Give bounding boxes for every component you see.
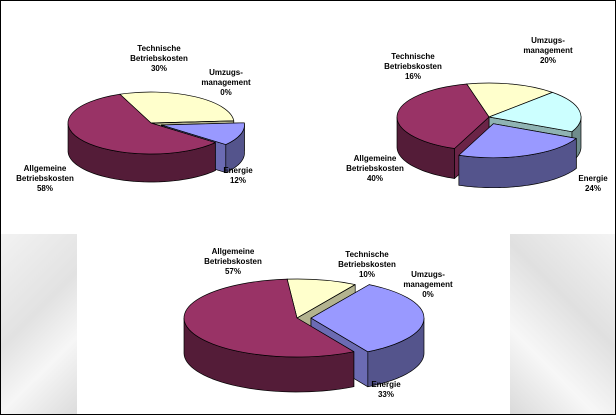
data-label-line: 20% xyxy=(540,56,556,65)
data-label-line: 0% xyxy=(422,290,434,299)
data-label-line: Betriebskosten xyxy=(346,164,404,173)
data-label-line: management xyxy=(403,280,453,289)
data-label-allgemeine-betriebskosten: Allgemeine Betriebskosten 58% xyxy=(16,164,74,193)
data-label-line: Umzugs- xyxy=(209,68,243,77)
data-label-line: 24% xyxy=(585,184,601,193)
data-label-line: Umzugs- xyxy=(411,270,445,279)
data-label-allgemeine-betriebskosten: Allgemeine Betriebskosten 40% xyxy=(346,154,404,183)
pie-slice-umzugs-management xyxy=(488,92,582,133)
data-label-line: Umzugs- xyxy=(531,36,565,45)
data-label-line: 30% xyxy=(151,64,167,73)
data-label-line: management xyxy=(523,46,573,55)
background-swoosh-right xyxy=(510,234,615,414)
data-label-allgemeine-betriebskosten: Allgemeine Betriebskosten 57% xyxy=(204,247,262,276)
pie-chart-3: Technische Betriebskosten 10% Umzugs-manage… xyxy=(183,247,453,399)
data-label-line: management xyxy=(201,78,251,87)
data-label-umzugs-management: Umzugs-management 0% xyxy=(201,68,251,97)
data-label-line: 0% xyxy=(220,88,232,97)
pie-slice-technische-betriebskosten xyxy=(286,278,356,319)
data-label-line: Energie xyxy=(223,166,253,175)
data-label-line: Technische xyxy=(345,250,389,259)
pie-slice-umzugs-management xyxy=(296,284,356,319)
data-label-line: Energie xyxy=(371,380,401,389)
data-label-line: Betriebskosten xyxy=(338,260,396,269)
data-label-energie: Energie 24% xyxy=(578,174,608,193)
data-label-energie: Energie 12% xyxy=(223,166,253,185)
pie-chart-2: Technische Betriebskosten 16%Umzugs-manage… xyxy=(346,36,608,193)
data-label-technische-betriebskosten: Technische Betriebskosten 16% xyxy=(384,52,442,81)
pie-slice-technische-betriebskosten xyxy=(119,91,235,124)
data-label-technische-betriebskosten: Technische Betriebskosten 30% xyxy=(130,44,188,73)
data-label-line: 10% xyxy=(359,270,375,279)
data-label-line: Allgemeine xyxy=(212,247,255,256)
data-label-line: 16% xyxy=(405,72,421,81)
pie-slice-energie xyxy=(458,123,577,159)
data-label-line: Allgemeine xyxy=(24,164,67,173)
pie-slice-allgemeine-betriebskosten xyxy=(396,83,490,149)
data-label-line: Technische xyxy=(137,44,181,53)
data-label-umzugs-management: Umzugs-management 0% xyxy=(403,270,453,299)
pie-slice-umzugs-management xyxy=(150,120,234,124)
pie-slice-technische-betriebskosten xyxy=(466,82,553,118)
data-label-line: 33% xyxy=(378,390,394,399)
data-label-line: 58% xyxy=(37,184,53,193)
pie-slice-allgemeine-betriebskosten xyxy=(183,278,355,358)
data-label-line: 12% xyxy=(230,176,246,185)
pie-slice-allgemeine-betriebskosten xyxy=(67,93,216,155)
pie-chart-1: Technische Betriebskosten 30% Umzugs-manage… xyxy=(16,44,253,193)
data-label-line: Technische xyxy=(391,52,435,61)
data-label-line: Betriebskosten xyxy=(384,62,442,71)
data-label-line: Betriebskosten xyxy=(16,174,74,183)
data-label-line: Energie xyxy=(578,174,608,183)
pie-slice-energie xyxy=(310,284,425,353)
data-label-line: 40% xyxy=(367,174,383,183)
data-label-technische-betriebskosten: Technische Betriebskosten 10% xyxy=(338,250,396,279)
background-swoosh-left xyxy=(1,234,77,414)
data-label-line: Betriebskosten xyxy=(130,54,188,63)
data-label-energie: Energie 33% xyxy=(371,380,401,399)
data-label-line: 57% xyxy=(225,267,241,276)
data-label-umzugs-management: Umzugs-management 20% xyxy=(523,36,573,65)
pie-slice-energie xyxy=(161,122,245,145)
data-label-line: Allgemeine xyxy=(354,154,397,163)
data-label-line: Betriebskosten xyxy=(204,257,262,266)
